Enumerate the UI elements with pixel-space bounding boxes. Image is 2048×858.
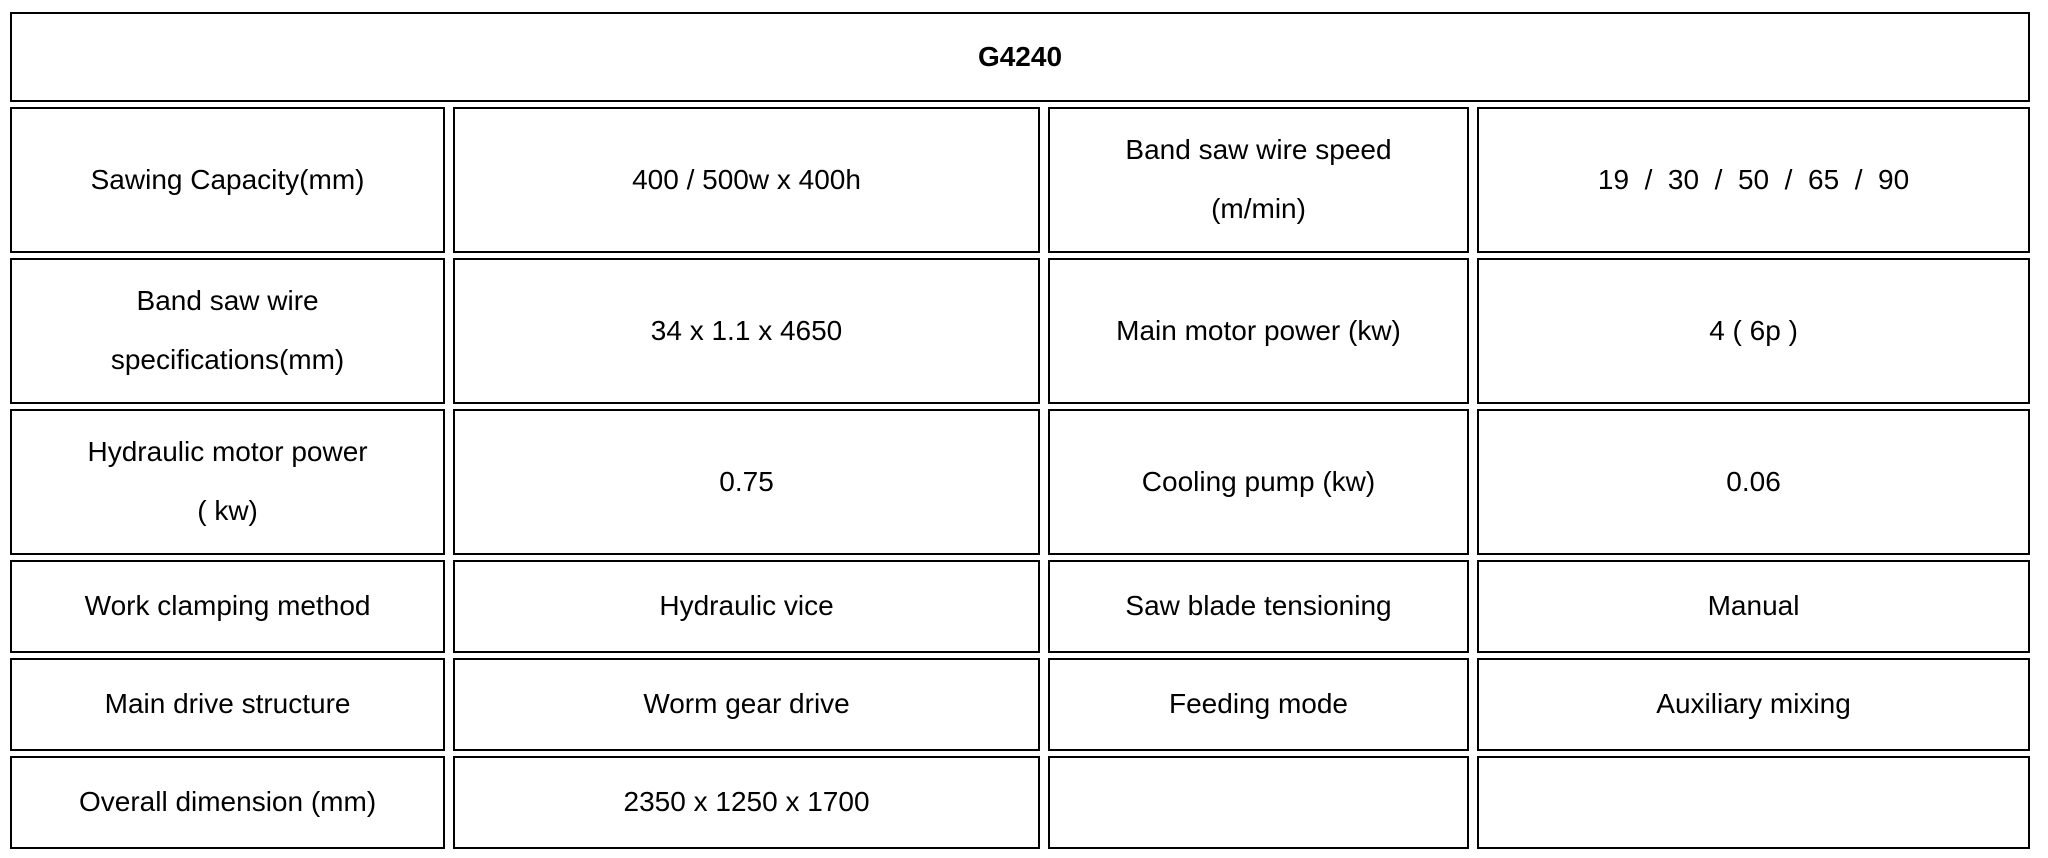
- spec-table: G4240 Sawing Capacity(mm) 400 / 500w x 4…: [2, 7, 2038, 854]
- table-title-row: G4240: [10, 12, 2030, 102]
- spec-label-saw-blade-tensioning: Saw blade tensioning: [1047, 560, 1470, 653]
- spec-label-band-saw-wire-specifications: Band saw wire specifications(mm): [10, 258, 446, 404]
- table-row: Sawing Capacity(mm) 400 / 500w x 400h Ba…: [10, 107, 2030, 253]
- table-title: G4240: [10, 12, 2030, 102]
- spec-value-saw-blade-tensioning: Manual: [1477, 560, 2030, 653]
- spec-label-main-drive-structure: Main drive structure: [10, 658, 446, 751]
- spec-label-overall-dimension: Overall dimension (mm): [10, 756, 446, 849]
- table-row: Work clamping method Hydraulic vice Saw …: [10, 560, 2030, 653]
- spec-value-main-motor-power: 4 ( 6p ): [1477, 258, 2030, 404]
- table-row: Main drive structure Worm gear drive Fee…: [10, 658, 2030, 751]
- spec-label-sawing-capacity: Sawing Capacity(mm): [10, 107, 446, 253]
- spec-value-empty: [1477, 756, 2030, 849]
- spec-label-cooling-pump: Cooling pump (kw): [1047, 409, 1470, 555]
- spec-value-sawing-capacity: 400 / 500w x 400h: [453, 107, 1040, 253]
- spec-label-main-motor-power: Main motor power (kw): [1047, 258, 1470, 404]
- spec-label-band-saw-wire-speed: Band saw wire speed (m/min): [1047, 107, 1470, 253]
- table-row: Band saw wire specifications(mm) 34 x 1.…: [10, 258, 2030, 404]
- table-row: Hydraulic motor power ( kw) 0.75 Cooling…: [10, 409, 2030, 555]
- spec-value-overall-dimension: 2350 x 1250 x 1700: [453, 756, 1040, 849]
- spec-label-feeding-mode: Feeding mode: [1047, 658, 1470, 751]
- spec-label-empty: [1047, 756, 1470, 849]
- table-row: Overall dimension (mm) 2350 x 1250 x 170…: [10, 756, 2030, 849]
- spec-value-cooling-pump: 0.06: [1477, 409, 2030, 555]
- spec-label-work-clamping-method: Work clamping method: [10, 560, 446, 653]
- spec-value-work-clamping-method: Hydraulic vice: [453, 560, 1040, 653]
- spec-value-hydraulic-motor-power: 0.75: [453, 409, 1040, 555]
- spec-label-hydraulic-motor-power: Hydraulic motor power ( kw): [10, 409, 446, 555]
- spec-value-feeding-mode: Auxiliary mixing: [1477, 658, 2030, 751]
- spec-value-main-drive-structure: Worm gear drive: [453, 658, 1040, 751]
- spec-value-band-saw-wire-speed: 19 / 30 / 50 / 65 / 90: [1477, 107, 2030, 253]
- spec-value-band-saw-wire-specifications: 34 x 1.1 x 4650: [453, 258, 1040, 404]
